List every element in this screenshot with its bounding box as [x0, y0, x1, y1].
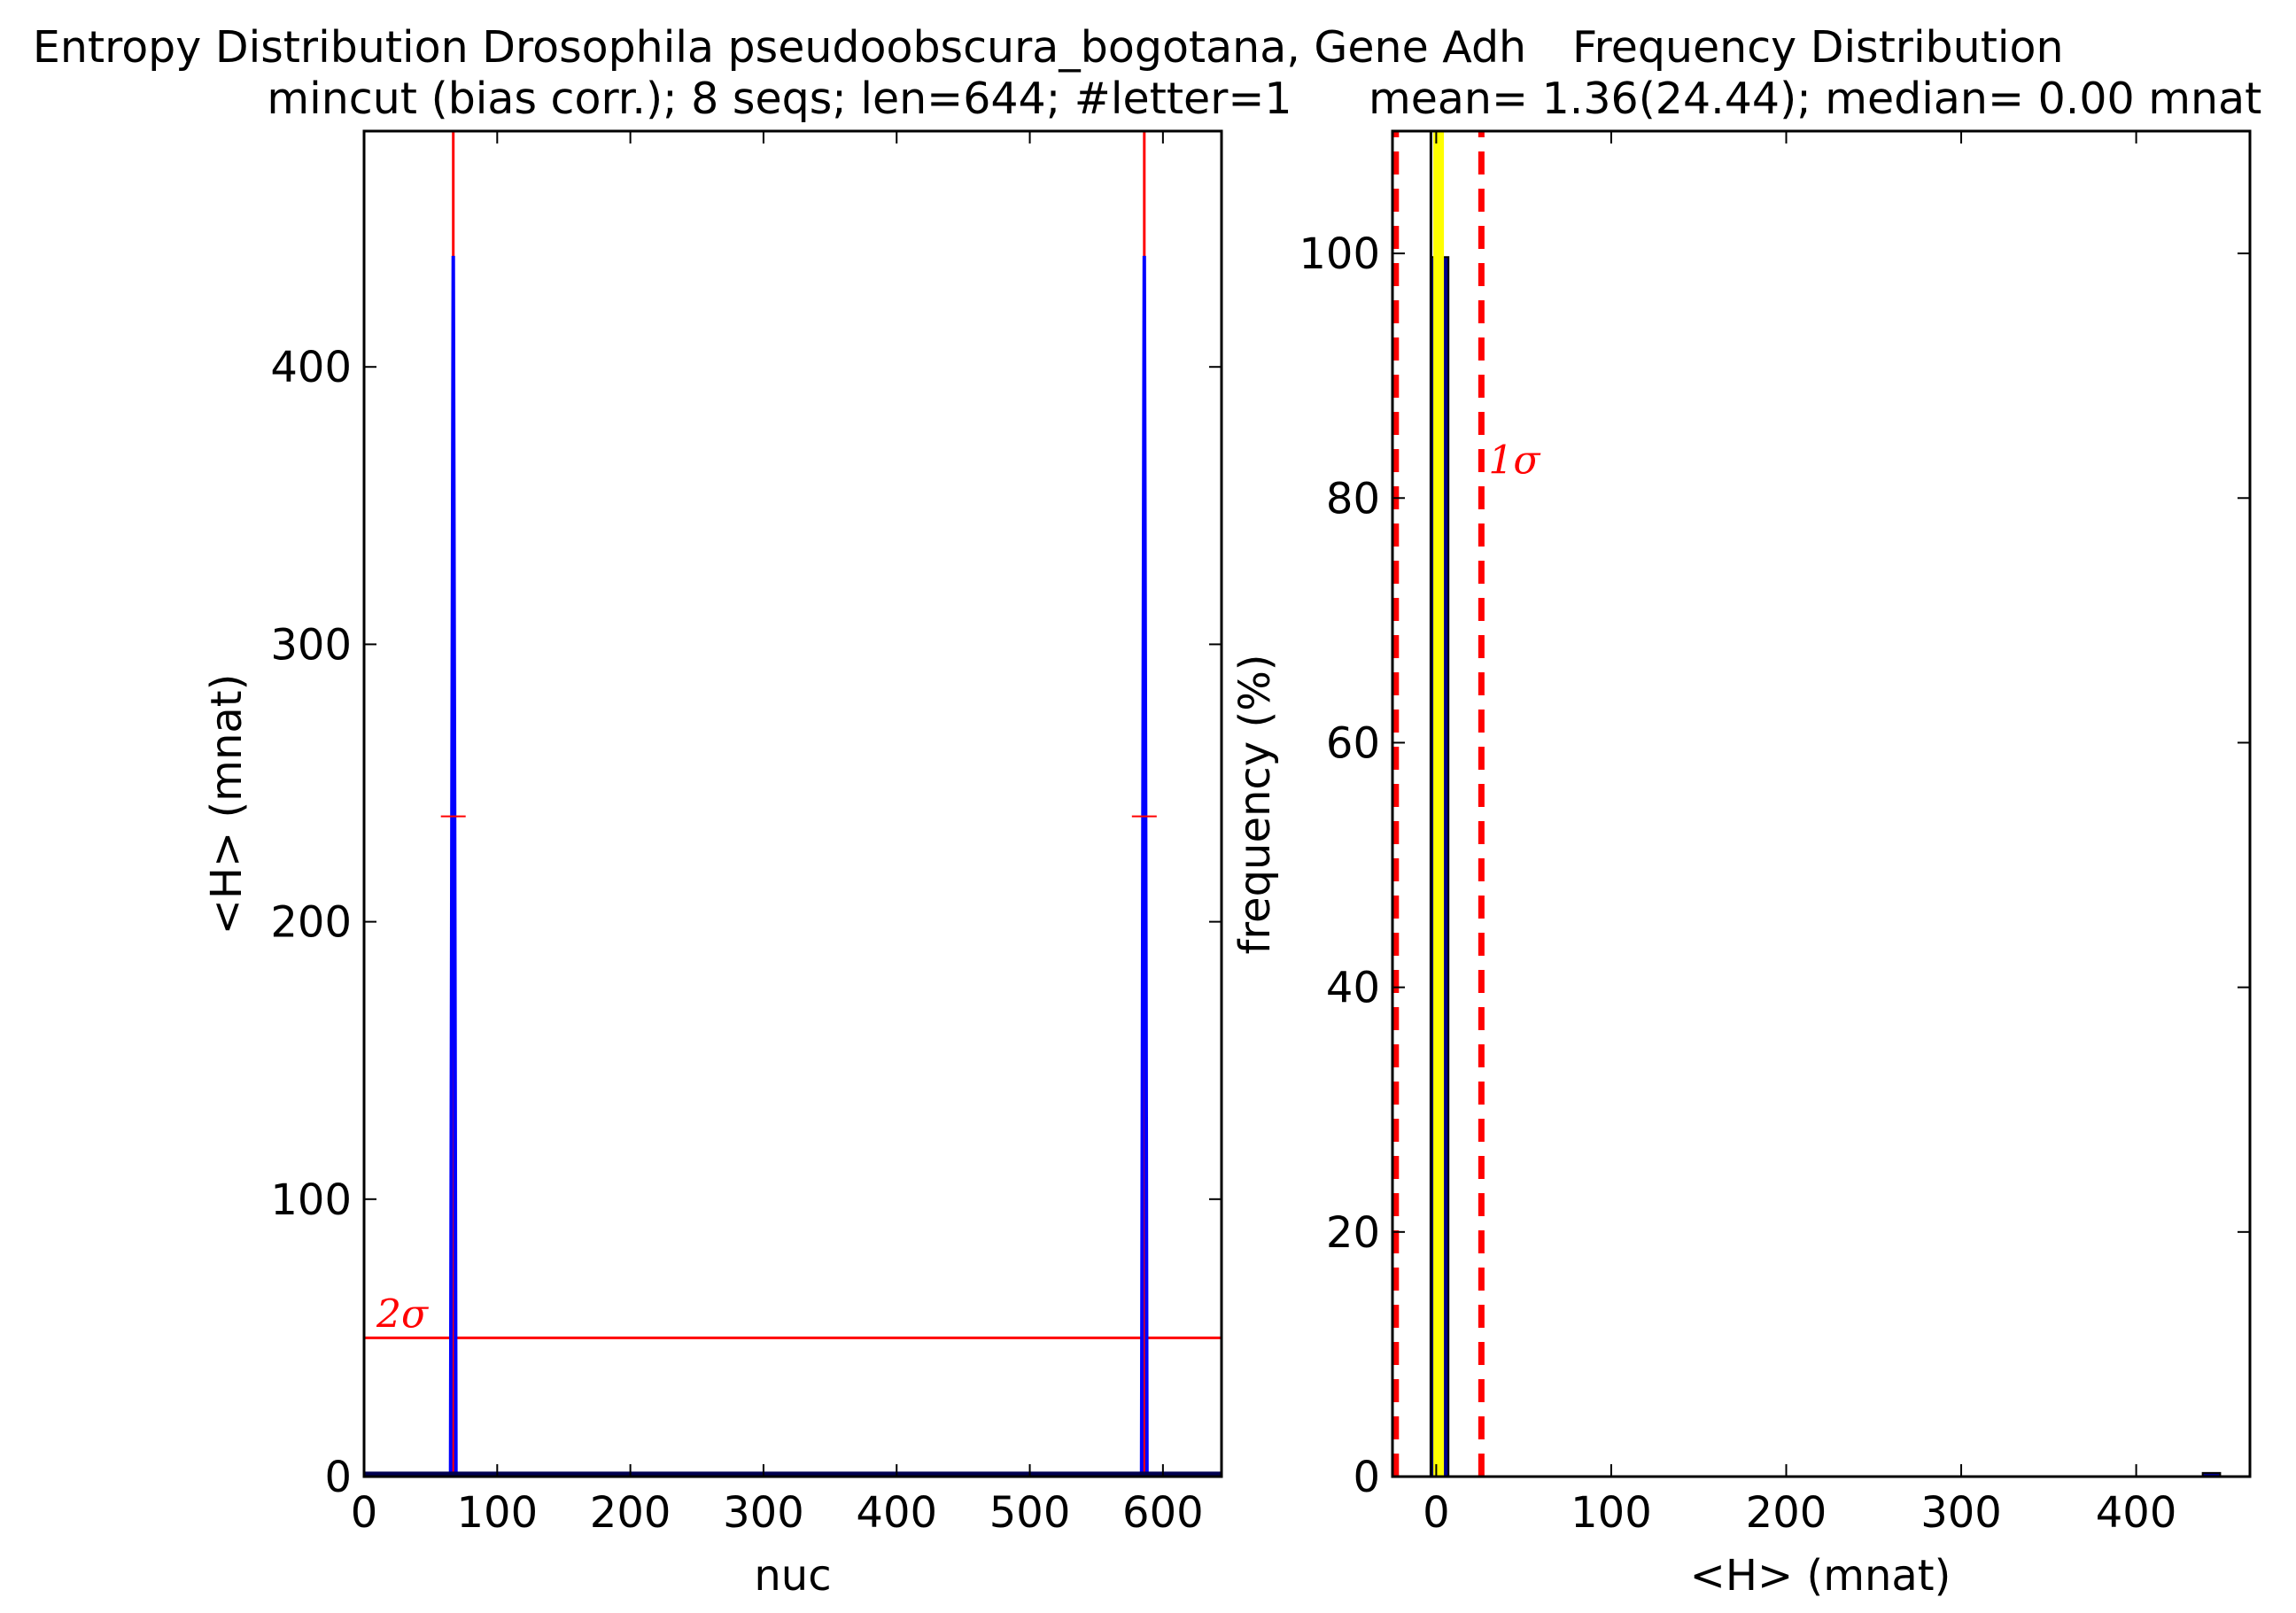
entropy-y-tick-label: 0	[324, 1453, 352, 1502]
entropy-y-tick-label: 400	[270, 343, 352, 392]
frequency-marks: 1σ	[1392, 131, 2222, 1478]
entropy-x-tick-label: 100	[456, 1488, 538, 1538]
frequency-x-tick-label: 300	[1920, 1488, 2002, 1538]
frequency-x-tick-label: 0	[1423, 1488, 1450, 1538]
frequency-y-tick-label: 60	[1326, 718, 1380, 768]
frequency-y-tick-label: 40	[1326, 964, 1380, 1013]
frequency-y-axis-label: frequency (%)	[1230, 654, 1280, 954]
threshold-2sigma-label: 2σ	[376, 1291, 430, 1337]
entropy-x-tick-label: 200	[590, 1488, 671, 1538]
entropy-panel: Entropy Distribution Drosophila pseudoob…	[33, 22, 1526, 1601]
entropy-marks: 2σ	[364, 131, 1222, 1477]
entropy-x-axis-label: nuc	[754, 1551, 831, 1601]
frequency-plot-frame	[1391, 129, 2252, 1478]
entropy-y-axis-label: <H> (mnat)	[202, 674, 252, 935]
frequency-x-tick-label: 200	[1746, 1488, 1827, 1538]
entropy-y-tick-label: 100	[270, 1175, 352, 1225]
frequency-title-line2: mean= 1.36(24.44); median= 0.00 mnat	[1369, 74, 2261, 124]
frequency-x-axis-label: <H> (mnat)	[1690, 1551, 1951, 1601]
frequency-y-tick-label: 80	[1326, 474, 1380, 523]
entropy-x-tick-label: 400	[856, 1488, 937, 1538]
frequency-y-tick-label: 20	[1326, 1208, 1380, 1258]
frequency-x-tick-label: 100	[1571, 1488, 1652, 1538]
entropy-ticks: 0 100 200 300 400 500 600 0 100 200 300 400	[270, 131, 1222, 1538]
entropy-plot-frame	[362, 129, 1223, 1478]
entropy-title-line2: mincut (bias corr.); 8 seqs; len=644; #l…	[267, 74, 1292, 124]
entropy-x-tick-label: 500	[989, 1488, 1071, 1538]
entropy-title-line1: Entropy Distribution Drosophila pseudoob…	[33, 22, 1526, 73]
entropy-x-tick-label: 300	[723, 1488, 804, 1538]
sigma-label: 1σ	[1488, 438, 1541, 484]
frequency-title-line1: Frequency Distribution	[1572, 22, 2064, 73]
frequency-y-tick-label: 100	[1299, 229, 1380, 279]
entropy-x-tick-label: 600	[1122, 1488, 1204, 1538]
entropy-y-tick-label: 300	[270, 620, 352, 670]
entropy-x-tick-label: 0	[351, 1488, 378, 1538]
frequency-y-tick-label: 0	[1353, 1453, 1380, 1502]
frequency-x-tick-label: 400	[2096, 1488, 2177, 1538]
entropy-y-tick-label: 200	[270, 898, 352, 948]
frequency-panel: Frequency Distribution mean= 1.36(24.44)…	[1230, 22, 2261, 1601]
frequency-ticks: 0 100 200 300 400 0 20 40 60 80 100	[1299, 131, 2250, 1538]
entropy-series-line	[364, 255, 1222, 1476]
